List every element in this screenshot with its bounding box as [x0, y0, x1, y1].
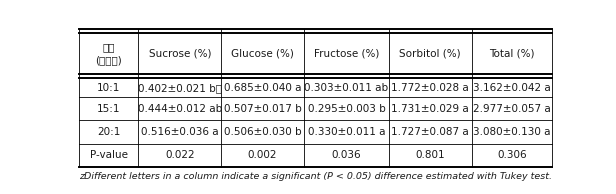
- Text: 0.002: 0.002: [248, 150, 277, 160]
- Text: 0.306: 0.306: [497, 150, 527, 160]
- Text: 0.330±0.011 a: 0.330±0.011 a: [307, 127, 385, 137]
- Text: 1.731±0.029 a: 1.731±0.029 a: [391, 104, 469, 114]
- Text: 3.080±0.130 a: 3.080±0.130 a: [473, 127, 551, 137]
- Text: Fructose (%): Fructose (%): [314, 49, 379, 59]
- Text: 0.022: 0.022: [165, 150, 195, 160]
- Text: Sucrose (%): Sucrose (%): [148, 49, 211, 59]
- Text: 0.685±0.040 a: 0.685±0.040 a: [224, 83, 301, 93]
- Text: 1.727±0.087 a: 1.727±0.087 a: [391, 127, 469, 137]
- Text: 0.507±0.017 b: 0.507±0.017 b: [224, 104, 301, 114]
- Text: Glucose (%): Glucose (%): [231, 49, 294, 59]
- Text: 0.303±0.011 ab: 0.303±0.011 ab: [304, 83, 389, 93]
- Text: 0.516±0.036 a: 0.516±0.036 a: [141, 127, 219, 137]
- Text: 1.772±0.028 a: 1.772±0.028 a: [391, 83, 469, 93]
- Text: zDifferent letters in a column indicate a significant (P < 0.05) difference esti: zDifferent letters in a column indicate …: [79, 172, 553, 181]
- Text: 처리
(엽과비): 처리 (엽과비): [95, 42, 123, 65]
- Text: 0.295±0.003 b: 0.295±0.003 b: [307, 104, 385, 114]
- Text: 0.444±0.012 ab: 0.444±0.012 ab: [138, 104, 222, 114]
- Text: 2.977±0.057 a: 2.977±0.057 a: [473, 104, 551, 114]
- Text: 0.801: 0.801: [416, 150, 445, 160]
- Text: P-value: P-value: [90, 150, 128, 160]
- Text: Total (%): Total (%): [489, 49, 535, 59]
- Text: 10:1: 10:1: [97, 83, 121, 93]
- Text: 3.162±0.042 a: 3.162±0.042 a: [473, 83, 551, 93]
- Text: 0.036: 0.036: [331, 150, 361, 160]
- Text: 20:1: 20:1: [97, 127, 121, 137]
- Text: 15:1: 15:1: [97, 104, 121, 114]
- Text: 0.506±0.030 b: 0.506±0.030 b: [224, 127, 301, 137]
- Text: 0.402±0.021 bᶓ: 0.402±0.021 bᶓ: [138, 83, 222, 93]
- Text: Sorbitol (%): Sorbitol (%): [400, 49, 461, 59]
